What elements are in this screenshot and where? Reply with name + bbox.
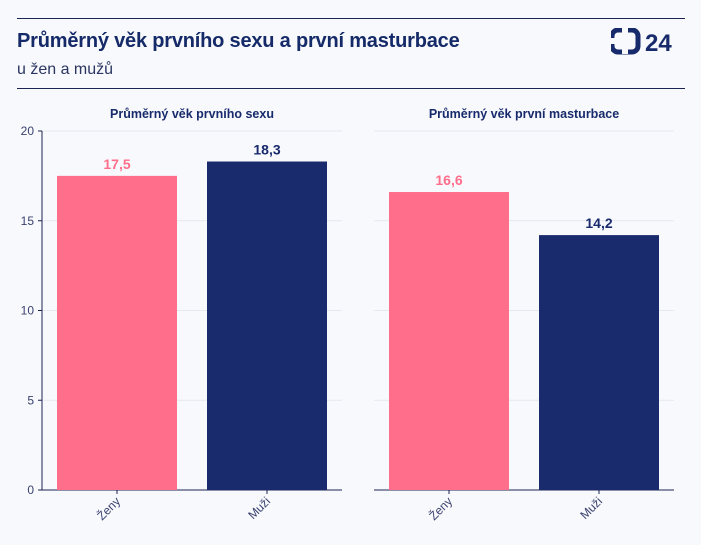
page-subtitle: u žen a mužů <box>17 61 114 78</box>
y-tick-label: 0 <box>27 483 34 497</box>
top-rule <box>17 18 685 19</box>
chart-title: Průměrný věk první masturbace <box>429 107 619 121</box>
header-divider <box>17 88 685 89</box>
x-tick-label: Muži <box>245 494 273 522</box>
x-tick-label: Ženy <box>94 494 123 523</box>
x-tick-label: Ženy <box>426 494 455 523</box>
y-tick-label: 10 <box>21 304 35 318</box>
data-label: 18,3 <box>253 142 280 158</box>
chart-panel-2: Průměrný věk první masturbace 16,6 Ženy 14,… <box>374 107 674 523</box>
data-label: 16,6 <box>435 172 462 188</box>
chart-title: Průměrný věk prvního sexu <box>110 107 274 121</box>
data-label: 17,5 <box>103 156 130 172</box>
bar-zeny <box>389 192 509 490</box>
y-tick-label: 20 <box>21 124 35 138</box>
bar-muzi <box>539 235 659 490</box>
bar-muzi <box>207 161 327 490</box>
ct24-logo-icon: 24 <box>611 28 672 56</box>
bar-zeny <box>57 175 177 490</box>
data-label: 14,2 <box>585 215 612 231</box>
chart-panel-1: Průměrný věk prvního sexu 0 5 10 15 20 17,5 Žen… <box>21 107 342 523</box>
y-tick-label: 5 <box>27 393 34 407</box>
y-tick-label: 15 <box>21 214 35 228</box>
logo-text: 24 <box>645 30 672 56</box>
page-title: Průměrný věk prvního sexu a první mastur… <box>17 30 460 52</box>
x-tick-label: Muži <box>577 494 605 522</box>
